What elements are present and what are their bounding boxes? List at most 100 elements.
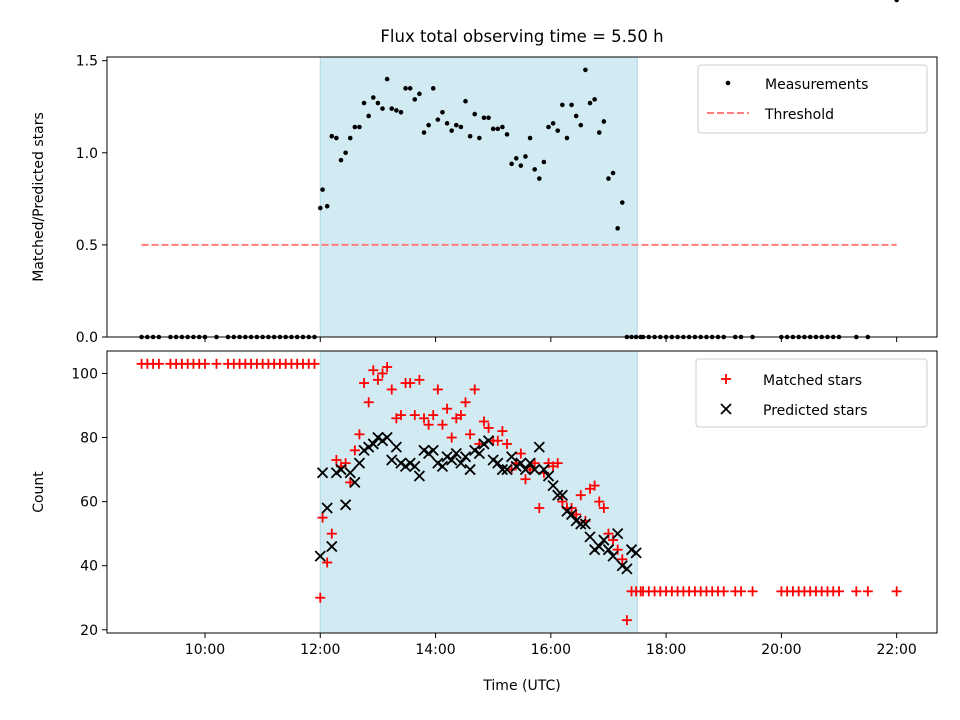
matched-star-point (497, 426, 508, 437)
y-tick-label: 40 (80, 559, 98, 575)
measurement-point (435, 117, 441, 122)
matched-star-point (891, 586, 902, 597)
matched-star-point (211, 358, 222, 369)
predicted-star-point (339, 499, 352, 511)
measurement-point (578, 122, 584, 128)
predicted-star-point (381, 431, 393, 444)
measurement-point (610, 170, 616, 176)
predicted-star-point (353, 457, 366, 469)
matched-star-point (515, 448, 526, 459)
matched-star-point (478, 416, 489, 427)
measurement-point (361, 100, 367, 106)
x-tick-label: 18:00 (646, 642, 686, 658)
measurement-point (490, 126, 496, 132)
x-tick-label: 10:00 (185, 642, 225, 658)
top-panel: 0.0 0.5 1.0 1.5 Matched/Predicted stars Mea… (31, 0, 938, 346)
bottom-panel: 20 40 60 80 100 10:00 12:00 14:00 16:00 18:00 20:… (31, 350, 938, 694)
legend-threshold-label: Threshold (764, 107, 834, 123)
matched-star-point (363, 397, 374, 408)
measurement-point (564, 135, 570, 141)
predicted-star-point (455, 457, 467, 469)
predicted-star-point (598, 534, 610, 546)
matched-star-point (589, 480, 600, 491)
predicted-star-point (413, 470, 426, 482)
top-panel-frame (106, 56, 938, 338)
bottom-panel-marks (136, 358, 902, 626)
measurement-point (894, 0, 899, 3)
measurement-point (440, 109, 445, 115)
matched-star-point (506, 464, 517, 475)
matched-star-point (377, 368, 388, 379)
matched-star-point (432, 384, 443, 395)
measurement-point (555, 128, 561, 133)
matched-star-point (529, 458, 540, 469)
measurement-point (472, 111, 478, 117)
predicted-star-point (575, 518, 587, 530)
predicted-star-point (390, 441, 402, 453)
bottom-panel-x-ticks: 10:00 12:00 14:00 16:00 18:00 20:00 22:00 (185, 633, 917, 658)
measurement-point (426, 122, 431, 128)
predicted-star-point (602, 544, 615, 556)
measurement-point (500, 124, 505, 130)
matched-star-point (419, 413, 430, 424)
predicted-star-point (450, 447, 462, 460)
matched-star-point (460, 397, 471, 408)
matched-star-point (571, 509, 582, 520)
legend-matched-marker (721, 374, 731, 384)
measurement-point (444, 121, 450, 126)
measurement-point (370, 95, 376, 100)
matched-star-point (465, 429, 476, 440)
y-tick-label: 1.5 (76, 54, 98, 70)
measurement-point (412, 97, 418, 102)
predicted-star-point (409, 460, 421, 473)
matched-star-point (309, 358, 320, 369)
matched-star-point (428, 410, 439, 421)
measurement-point (504, 132, 510, 137)
legend-measurements-label: Measurements (765, 77, 868, 93)
matched-star-point (612, 544, 623, 555)
measurement-point (329, 133, 335, 139)
predicted-star-point (630, 547, 642, 559)
measurement-point (403, 86, 408, 91)
predicted-star-point (446, 454, 458, 466)
matched-star-point (199, 358, 210, 369)
measurement-point (375, 100, 381, 106)
matched-star-point (382, 362, 393, 373)
matched-star-point (423, 419, 434, 430)
figure-title: Flux total observing time = 5.50 h (380, 27, 663, 46)
predicted-star-point (538, 463, 550, 476)
predicted-star-point (367, 438, 379, 450)
x-tick-label: 12:00 (300, 642, 340, 658)
top-panel-y-ticks: 0.0 0.5 1.0 1.5 (76, 54, 107, 346)
predicted-star-point (314, 550, 326, 562)
matched-star-point (598, 503, 609, 514)
measurement-point (536, 176, 542, 181)
legend-measurements-marker (725, 80, 731, 86)
measurement-point (334, 135, 339, 141)
measurement-point (513, 156, 519, 161)
matched-star-point (317, 512, 328, 523)
legend-predicted-marker (720, 403, 732, 415)
matched-star-point (502, 438, 513, 449)
y-tick-label: 80 (80, 431, 98, 447)
measurement-point (541, 159, 547, 165)
matched-star-point (747, 586, 758, 597)
measurement-point (338, 157, 344, 163)
predicted-star-point (321, 502, 333, 514)
measurement-point (495, 126, 501, 132)
predicted-star-point (464, 463, 476, 476)
predicted-star-point (386, 454, 398, 466)
matched-star-point (608, 535, 619, 546)
measurement-point (573, 113, 579, 119)
predicted-star-point (556, 489, 568, 501)
predicted-star-point (316, 467, 329, 479)
y-tick-label: 0.5 (76, 238, 98, 254)
predicted-star-point (529, 463, 541, 476)
matched-star-point (331, 454, 342, 465)
measurement-point (453, 122, 459, 128)
measurement-point (347, 135, 353, 141)
top-panel-x-ticks (204, 337, 898, 342)
x-tick-label: 22:00 (876, 642, 916, 658)
matched-star-point (520, 474, 531, 485)
